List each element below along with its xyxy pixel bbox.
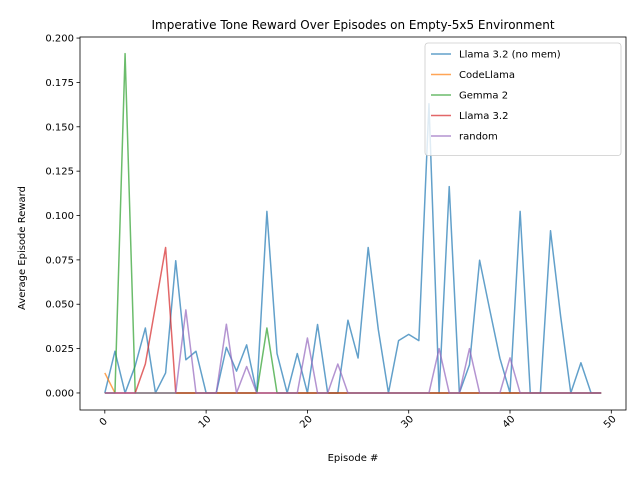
y-tick-label: 0.125 xyxy=(45,167,74,178)
y-tick-label: 0.100 xyxy=(45,211,74,222)
series-line-4 xyxy=(104,309,602,394)
series-line-1 xyxy=(104,372,602,394)
axes xyxy=(79,36,627,411)
y-tick-label: 0.175 xyxy=(45,78,74,89)
series-line-0 xyxy=(104,102,602,394)
x-axis-label: Episode # xyxy=(328,453,379,464)
x-tick-label: 30 xyxy=(399,414,416,431)
ticks: 0 10 20 30 40 50 0.000 0.025 0.050 0.075 0.100 0.12… xyxy=(45,34,618,431)
plot-lines xyxy=(104,52,602,394)
y-tick-label: 0.150 xyxy=(45,122,74,133)
x-tick-label: 50 xyxy=(602,414,619,431)
legend-label: Llama 3.2 xyxy=(459,111,508,122)
y-tick-label: 0.050 xyxy=(45,300,74,311)
legend-label: Llama 3.2 (no mem) xyxy=(459,50,561,61)
x-tick-label: 20 xyxy=(298,414,315,431)
legend-box xyxy=(424,42,622,156)
y-tick-label: 0.075 xyxy=(45,255,74,266)
x-tick-label: 40 xyxy=(501,414,518,431)
y-tick-label: 0.200 xyxy=(45,34,74,45)
chart-title: Imperative Tone Reward Over Episodes on … xyxy=(151,18,554,32)
y-tick-label: 0.000 xyxy=(45,388,74,399)
legend-label: CodeLlama xyxy=(459,70,515,81)
legend-label: random xyxy=(459,132,498,143)
plot-frame xyxy=(79,36,627,411)
legend-label: Gemma 2 xyxy=(459,91,508,102)
x-tick-label: 10 xyxy=(197,414,214,431)
legend: Llama 3.2 (no mem) CodeLlama Gemma 2 Llama … xyxy=(424,42,622,156)
y-axis-label: Average Episode Reward xyxy=(17,186,28,310)
y-tick-label: 0.025 xyxy=(45,344,74,355)
x-tick-label: 0 xyxy=(98,416,110,428)
